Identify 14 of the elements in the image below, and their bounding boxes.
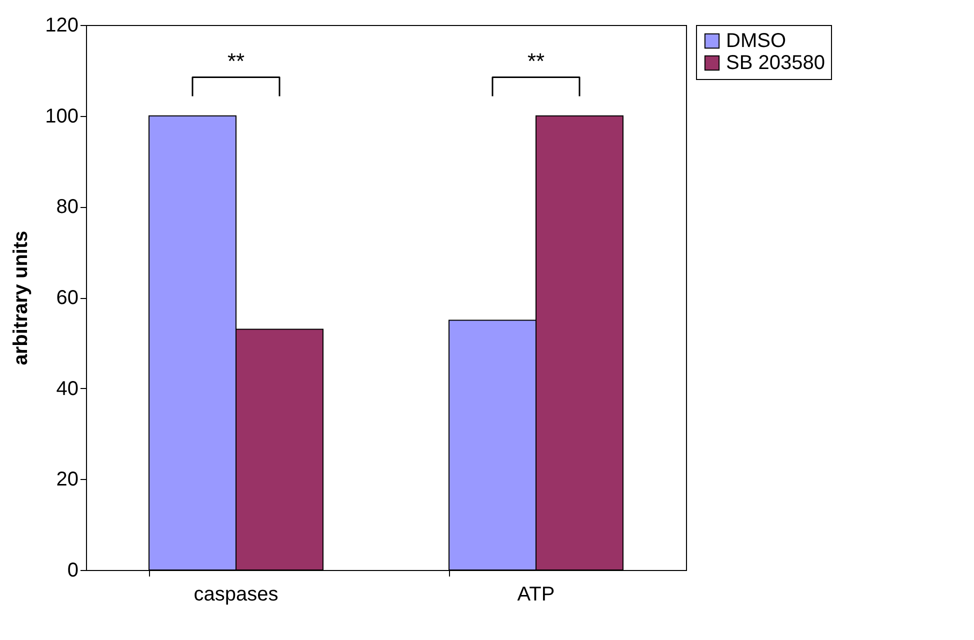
y-tick-label: 0 <box>67 560 78 582</box>
annotation: ** <box>227 48 245 74</box>
legend-label: DMSO <box>726 30 786 52</box>
y-tick-label: 100 <box>45 105 78 128</box>
y-tick-label: 60 <box>56 287 78 309</box>
x-tick-label: ATP <box>517 584 555 606</box>
annotation: ** <box>527 48 545 74</box>
legend-label: SB 203580 <box>726 52 825 74</box>
y-axis-title: arbitrary units <box>10 230 32 366</box>
y-tick-label: 80 <box>56 196 78 218</box>
x-tick-label: caspases <box>194 584 278 606</box>
y-tick-label: 20 <box>56 468 78 491</box>
y-tick-label: 40 <box>56 378 78 400</box>
y-tick-label: 120 <box>45 14 78 36</box>
